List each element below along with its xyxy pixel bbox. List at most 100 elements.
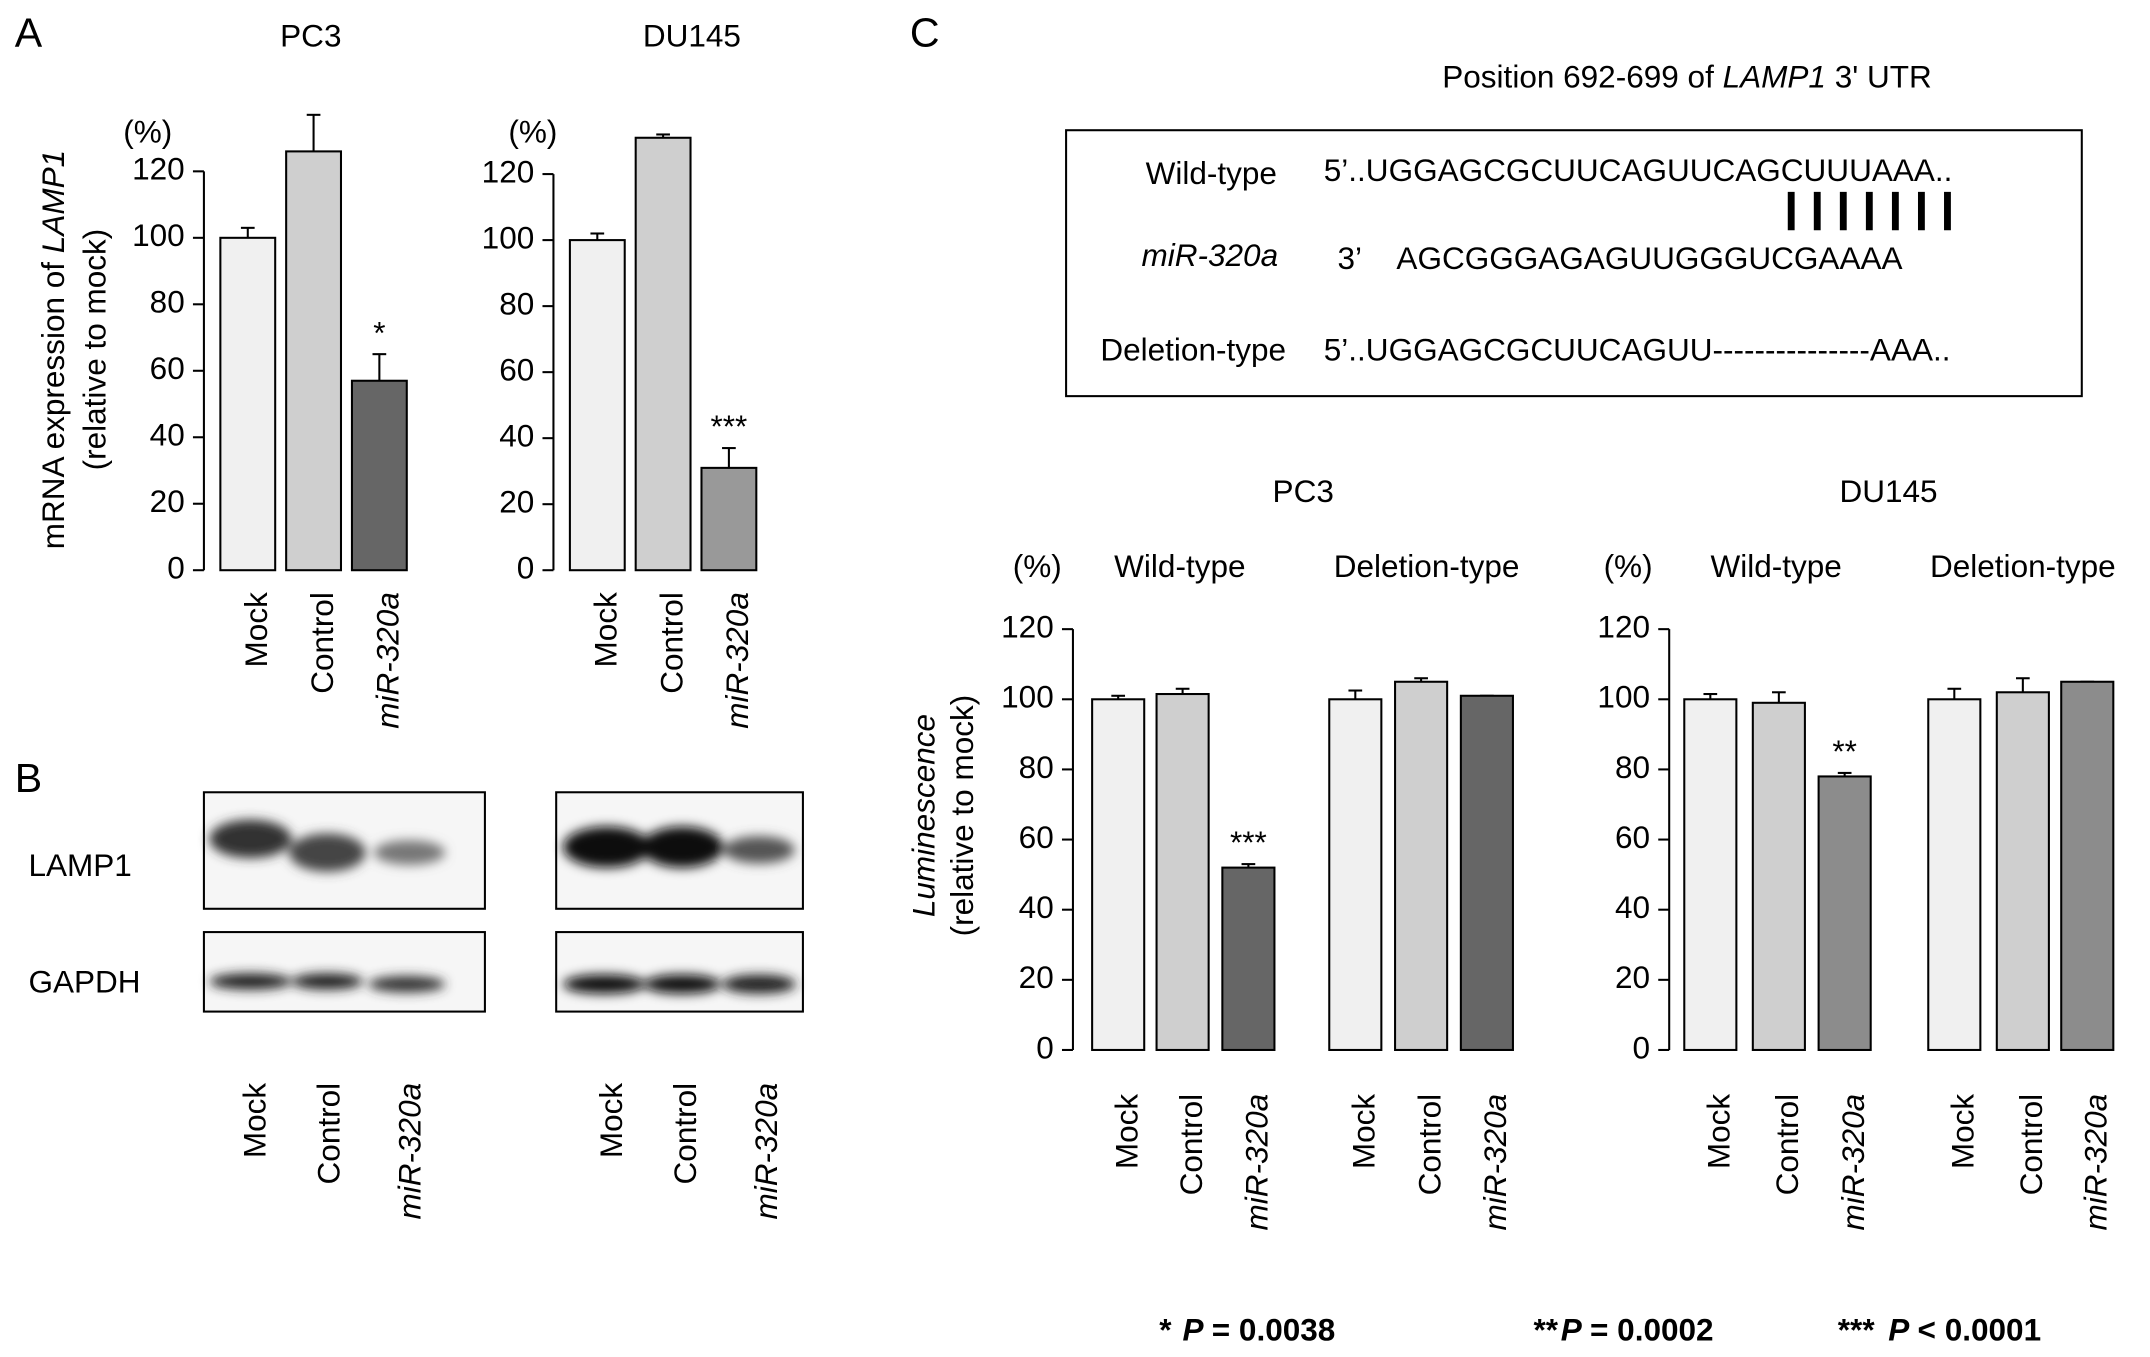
bar [1817, 775, 1872, 1051]
y-label-part: LAMP1 [35, 150, 71, 253]
y-axis-label: (relative to mock) [944, 695, 980, 937]
significance: *** [710, 408, 747, 444]
title-part: LAMP1 [1723, 59, 1826, 95]
y-tick-label: 20 [499, 484, 534, 520]
x-tick-label: Control [653, 592, 689, 694]
y-tick-label: 80 [1019, 749, 1054, 785]
x-tick-label: miR-320a [719, 592, 755, 729]
significance: * [373, 314, 385, 350]
y-tick-label: 100 [1001, 679, 1054, 715]
y-tick-label: 100 [1597, 679, 1650, 715]
footnote: * P = 0.0038 [1159, 1312, 1335, 1348]
x-tick-label: miR-320a [1477, 1094, 1513, 1231]
bar [1091, 698, 1146, 1051]
y-tick-label: 80 [150, 284, 185, 320]
stars: * [1159, 1312, 1172, 1348]
x-tick-label: miR-320a [1835, 1094, 1871, 1231]
y-tick-label: 120 [132, 151, 185, 187]
blot [202, 791, 804, 1013]
y-unit: (%) [1013, 548, 1062, 584]
y-tick-label: 100 [482, 219, 535, 255]
y-axis-label: Luminescence [906, 714, 942, 917]
lane-label: Control [667, 1083, 703, 1185]
rel: = 0.0038 [1212, 1312, 1336, 1348]
blot-row-label: GAPDH [28, 963, 140, 999]
lane-label: miR-320a [392, 1083, 428, 1220]
lane-label: Mock [237, 1083, 273, 1159]
chart-title: PC3 [280, 18, 341, 54]
y-tick-label: 40 [150, 417, 185, 453]
seq-label: miR-320a [1141, 237, 1278, 273]
x-tick-label: Control [304, 592, 340, 694]
blot-row-label: LAMP1 [28, 847, 131, 883]
seq: AGCGGGAGAGUUGGGUCGAAAA [1396, 240, 1902, 276]
x-tick-label: Mock [588, 592, 624, 668]
group-label: Deletion-type [1930, 548, 2116, 584]
y-tick-label: 60 [150, 350, 185, 386]
y-tick-label: 80 [1615, 749, 1650, 785]
x-tick-label: Control [1411, 1094, 1447, 1196]
x-tick-label: Mock [1701, 1094, 1737, 1170]
rel: < 0.0001 [1918, 1312, 2042, 1348]
seq: 5’..UGGAGCGCUUCAGUUCAGCUUUAAA.. [1324, 152, 1953, 188]
y-tick-label: 60 [499, 351, 534, 387]
title-part: 3' UTR [1826, 59, 1932, 95]
y-tick-label: 40 [1615, 889, 1650, 925]
y-tick-label: 20 [1019, 959, 1054, 995]
chart-title: PC3 [1273, 473, 1334, 509]
footnote: *** P < 0.0001 [1838, 1312, 2041, 1348]
y-tick-label: 80 [499, 285, 534, 321]
panel-label: C [910, 9, 940, 55]
y-unit: (%) [508, 114, 557, 150]
panel-label: B [15, 755, 42, 801]
y-unit: (%) [1604, 548, 1653, 584]
significance: ** [1832, 733, 1857, 769]
bar [1995, 691, 2050, 1051]
bar [700, 466, 758, 572]
y-tick-label: 0 [1632, 1029, 1650, 1065]
stars: ** [1534, 1312, 1559, 1348]
rel: = 0.0002 [1590, 1312, 1714, 1348]
chart-title: DU145 [643, 18, 741, 54]
seq-label: Deletion-type [1100, 332, 1286, 368]
bar [1751, 701, 1806, 1051]
y-unit: (%) [123, 114, 172, 150]
group-label: Wild-type [1710, 548, 1841, 584]
y-tick-label: 20 [150, 483, 185, 519]
seq-label: Wild-type [1146, 155, 1277, 191]
y-tick-label: 0 [1036, 1029, 1054, 1065]
x-tick-label: Control [1173, 1094, 1209, 1196]
y-axis-label: mRNA expression of LAMP1 [35, 150, 71, 549]
x-tick-label: Mock [1346, 1094, 1382, 1170]
group-label: Deletion-type [1334, 548, 1520, 584]
x-tick-label: miR-320a [370, 592, 406, 729]
x-tick-label: miR-320a [1239, 1094, 1275, 1231]
chart-title: DU145 [1839, 473, 1937, 509]
bar [285, 150, 343, 572]
sequence-box [1065, 129, 2083, 398]
p: P [1888, 1312, 1910, 1348]
y-tick-label: 60 [1019, 819, 1054, 855]
lane-label: miR-320a [748, 1083, 784, 1220]
y-tick-label: 120 [482, 153, 535, 189]
y-tick-label: 20 [1615, 959, 1650, 995]
x-tick-label: Control [2013, 1094, 2049, 1196]
bar [350, 379, 408, 572]
bar [634, 136, 692, 572]
bar [1221, 866, 1276, 1051]
bar [219, 236, 277, 572]
seq-prefix: 3’ [1337, 240, 1362, 276]
pairing [1787, 191, 1951, 231]
y-tick-label: 120 [1597, 608, 1650, 644]
y-tick-label: 0 [517, 550, 535, 586]
y-tick-label: 40 [1019, 889, 1054, 925]
group-label: Wild-type [1114, 548, 1245, 584]
y-axis-label: (relative to mock) [76, 229, 112, 471]
sequence-title: Position 692-699 of LAMP1 3' UTR [1442, 59, 1932, 95]
stars: *** [1838, 1312, 1876, 1348]
y-tick-label: 120 [1001, 608, 1054, 644]
bar [568, 239, 626, 572]
panel-label: A [15, 9, 43, 55]
bar [1328, 698, 1383, 1051]
